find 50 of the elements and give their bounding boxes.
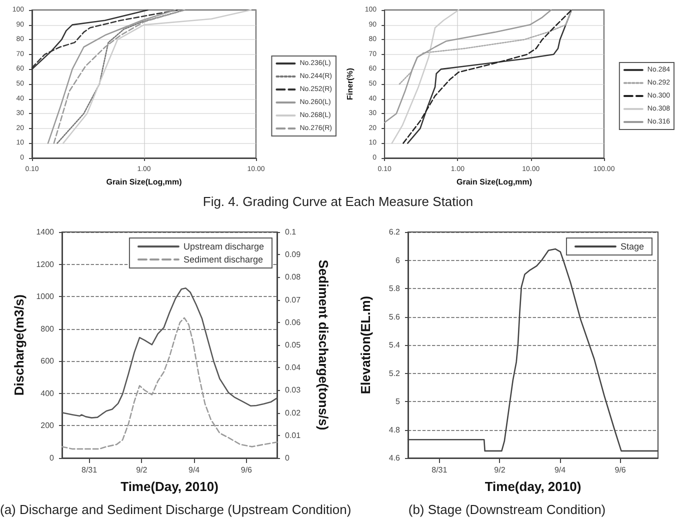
y2-tick-label: 0.02: [285, 408, 302, 418]
y-tick-label: 200: [40, 421, 55, 430]
legend-label: Sediment discharge: [183, 254, 264, 264]
x-axis-title: Time(day, 2010): [484, 479, 582, 494]
y-tick-label: 400: [40, 388, 55, 398]
legend-label: Stage: [620, 242, 644, 252]
x-axis-title: Grain Size(Log,mm): [106, 177, 182, 186]
y-tick-label: 1400: [36, 228, 55, 236]
y-tick-label: 4.8: [388, 425, 401, 434]
caption: Fig. 4. Grading Curve at Each Measure Station: [202, 194, 474, 209]
y2-tick-label: 0.05: [285, 340, 302, 350]
y-tick-label: 4.6: [388, 454, 401, 462]
x-tick-label: 9/6: [240, 466, 253, 474]
y-tick-label: 800: [40, 324, 55, 334]
y2-tick-label: 0.1: [285, 228, 297, 236]
y2-tick-label: 0.03: [285, 386, 302, 395]
y-tick-label: 0: [50, 454, 55, 462]
y-tick-label: 600: [40, 356, 55, 366]
y-tick-label: 1200: [36, 260, 55, 269]
x-tick-label: 9/2: [136, 466, 148, 474]
y2-tick-label: 0.09: [285, 250, 302, 260]
y-axis-title: Discharge(m3/s): [11, 294, 26, 396]
legend-label: Upstream discharge: [183, 242, 264, 252]
y2-tick-label: 0.08: [285, 272, 302, 282]
x-tick-label: 8/31: [81, 466, 98, 474]
x-tick-label: 9/4: [188, 466, 200, 474]
y-tick-label: 1000: [36, 292, 55, 302]
x-axis-title: Time(Day, 2010): [120, 479, 218, 494]
y2-tick-label: 0.04: [285, 363, 302, 372]
x-tick-label: 9/2: [494, 466, 506, 474]
y-axis-title: Elevation(EL.m): [358, 296, 373, 394]
y-tick-label: 5.6: [388, 312, 401, 322]
x-tick-label: 9/4: [554, 466, 566, 474]
y-axis-title: Finer(%): [346, 68, 354, 100]
y-tick-label: 5.2: [388, 368, 401, 378]
y-tick-label: 5.8: [388, 284, 401, 293]
y2-axis-title: Sediment discharge(tons/s): [316, 260, 331, 430]
y2-tick-label: 0.01: [285, 430, 302, 440]
y2-tick-label: 0: [285, 454, 290, 462]
text: (a) Discharge and Sediment Discharge (Upstream Condition): [0, 502, 352, 517]
x-tick-label: 8/31: [432, 466, 448, 474]
y-tick-label: 6: [396, 256, 401, 265]
y2-tick-label: 0.07: [285, 295, 302, 304]
text: (b) Stage (Downstream Condition): [408, 502, 606, 517]
x-axis-title: Grain Size(Log,mm): [456, 177, 532, 186]
y2-tick-label: 0.06: [285, 318, 302, 327]
x-tick-label: 9/6: [614, 466, 626, 474]
y-tick-label: 5: [396, 397, 401, 406]
y-tick-label: 5.4: [388, 340, 401, 350]
y-tick-label: 6.2: [388, 228, 401, 236]
